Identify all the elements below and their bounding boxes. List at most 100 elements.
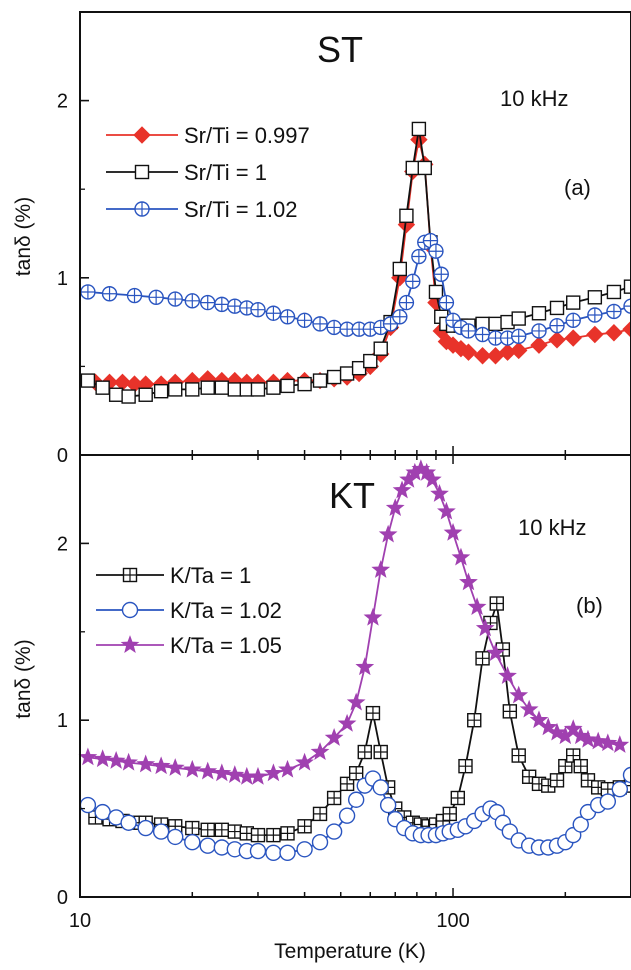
data-point	[265, 844, 282, 861]
data-point	[326, 790, 342, 806]
data-point	[598, 733, 618, 752]
data-point	[347, 791, 365, 808]
series-sr-ti-0-997	[86, 130, 631, 393]
data-point	[558, 758, 573, 774]
data-point	[548, 331, 566, 349]
series-sr-ti-1-02	[80, 232, 631, 346]
data-point	[459, 572, 478, 591]
data-point	[250, 382, 266, 397]
data-point	[488, 316, 503, 332]
data-point	[184, 293, 200, 309]
data-point	[148, 289, 164, 305]
data-point	[325, 823, 343, 840]
data-point	[460, 323, 477, 339]
data-point	[373, 744, 388, 760]
data-point	[126, 287, 143, 304]
data-point	[572, 816, 589, 833]
legend-marker	[121, 601, 139, 619]
data-point	[437, 501, 456, 520]
data-point	[405, 273, 421, 290]
data-point	[623, 298, 631, 314]
data-point	[373, 341, 388, 356]
data-point	[339, 366, 355, 381]
data-point	[411, 248, 427, 265]
data-point	[573, 758, 588, 774]
data-point	[248, 766, 268, 785]
data-point	[549, 773, 565, 788]
legend-marker	[120, 635, 140, 653]
data-point	[451, 547, 471, 566]
series-k-ta-1-02	[79, 766, 631, 861]
data-point	[433, 266, 449, 282]
data-point	[249, 842, 267, 860]
y-tick-label: 0	[57, 887, 68, 909]
data-point	[324, 728, 344, 746]
data-point	[101, 286, 118, 302]
data-point	[531, 323, 547, 339]
data-point	[392, 480, 412, 499]
data-point	[398, 294, 415, 311]
data-point	[312, 806, 328, 822]
panel-a-title: ST	[317, 29, 363, 70]
data-point	[214, 380, 230, 395]
data-point	[295, 752, 314, 771]
data-point	[214, 296, 230, 313]
panel-a-legend: Sr/Ti = 0.997 Sr/Ti = 1 Sr/Ti = 1.02	[106, 123, 310, 222]
data-point	[297, 819, 312, 834]
data-point	[108, 387, 124, 402]
data-point	[519, 699, 539, 718]
data-point	[606, 284, 622, 300]
data-point	[587, 307, 603, 323]
panel-b-frame	[79, 454, 631, 898]
data-point	[79, 796, 97, 814]
series-line	[87, 128, 631, 398]
x-axis-label: Temperature (K)	[274, 940, 426, 963]
x-tick-label: 10	[69, 910, 91, 932]
y-tick-label: 0	[57, 445, 68, 467]
data-point	[487, 330, 504, 346]
data-point	[511, 328, 527, 344]
data-point	[106, 751, 126, 769]
data-point	[185, 382, 200, 397]
data-point	[339, 776, 355, 792]
data-point	[379, 796, 397, 814]
data-point	[623, 279, 631, 294]
data-point	[212, 763, 232, 782]
data-point	[475, 618, 495, 637]
panel-a-letter: (a)	[564, 175, 591, 200]
data-point	[167, 828, 184, 846]
data-point	[80, 373, 96, 388]
y-tick-label: 1	[57, 710, 68, 732]
data-point	[428, 243, 444, 259]
data-point	[346, 692, 366, 711]
data-point	[311, 833, 329, 851]
data-point	[214, 822, 230, 838]
data-point	[498, 666, 517, 684]
legend-label: K/Ta = 1.02	[170, 598, 282, 623]
data-point	[348, 766, 364, 781]
data-point	[279, 309, 296, 325]
data-point	[152, 823, 170, 840]
data-point	[430, 484, 449, 502]
data-point	[355, 657, 375, 676]
data-point	[80, 284, 96, 300]
data-point	[486, 643, 505, 661]
data-point	[547, 722, 567, 741]
data-point	[200, 380, 215, 395]
legend-label: K/Ta = 1.05	[170, 633, 282, 658]
data-point	[165, 758, 185, 776]
data-point	[599, 793, 617, 810]
data-point	[438, 294, 455, 311]
data-point	[371, 560, 391, 578]
data-point	[417, 160, 432, 176]
data-point	[565, 312, 581, 329]
data-point	[138, 387, 153, 402]
data-point	[510, 341, 528, 360]
data-point	[326, 319, 342, 336]
panel-b-frequency-label: 10 kHz	[518, 515, 586, 540]
series-sr-ti-1	[80, 121, 631, 404]
data-point	[622, 320, 631, 338]
data-point	[417, 462, 437, 481]
data-point	[338, 807, 356, 824]
